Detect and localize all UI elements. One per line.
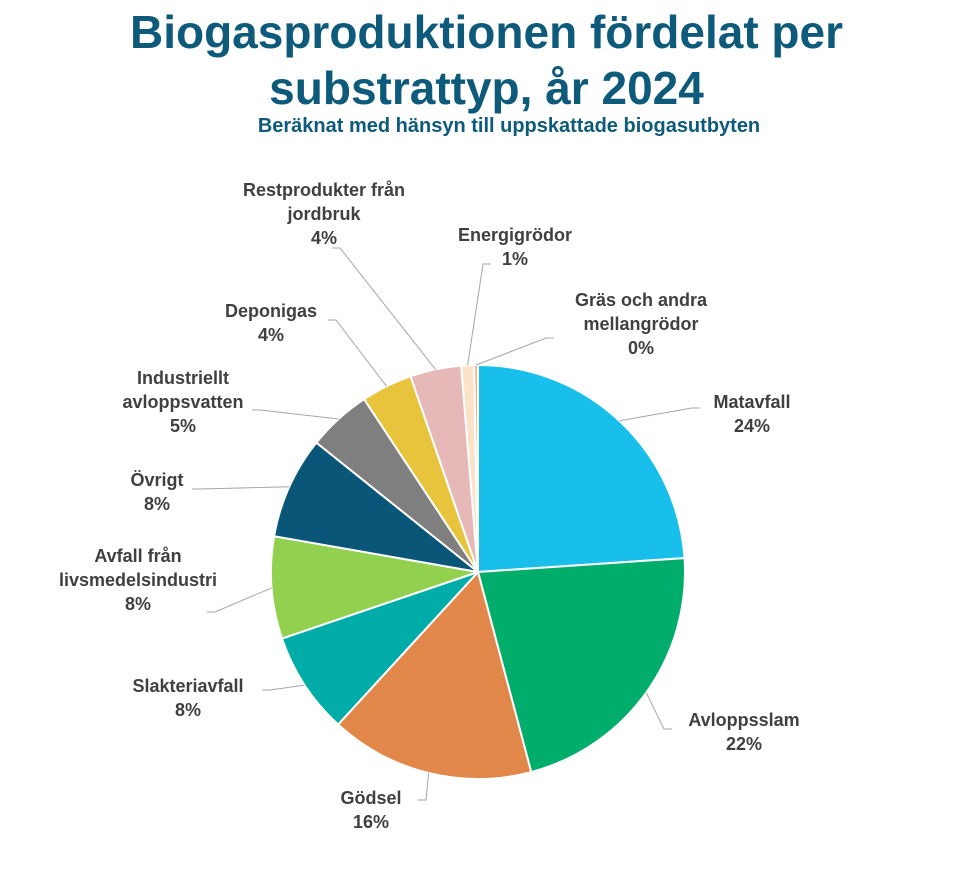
leader-line-4 bbox=[207, 587, 272, 613]
slice-name-8-0: Restprodukter från bbox=[242, 180, 406, 200]
slice-percent-3: 8% bbox=[174, 700, 202, 720]
slice-label-3: Slakteriavfall 8% bbox=[132, 674, 243, 722]
slice-name-10-1: mellangrödor bbox=[583, 314, 699, 334]
slice-name-2-0: Gödsel bbox=[340, 788, 402, 808]
slice-label-6: Industriellt avloppsvatten 5% bbox=[122, 366, 243, 438]
pie-slice-4 bbox=[270, 535, 479, 640]
slice-percent-9: 1% bbox=[501, 249, 529, 269]
slice-label-4: Avfall från livsmedelsindustri 8% bbox=[59, 544, 217, 616]
slice-percent-10: 0% bbox=[627, 338, 655, 358]
leader-line-6 bbox=[252, 409, 339, 420]
pie-slice-0 bbox=[477, 363, 686, 574]
chart-subtitle: Beräknat med hänsyn till uppskattade bio… bbox=[257, 115, 761, 137]
slice-percent-6: 5% bbox=[169, 416, 197, 436]
slice-name-5-0: Övrigt bbox=[130, 470, 184, 490]
pie-slice-1 bbox=[476, 557, 686, 774]
slice-percent-2: 16% bbox=[352, 812, 390, 832]
leader-line-3 bbox=[262, 684, 305, 691]
slice-name-6-1: avloppsvatten bbox=[122, 392, 244, 412]
slice-percent-5: 8% bbox=[143, 494, 171, 514]
slice-name-9-0: Energigrödor bbox=[457, 225, 573, 245]
slice-name-10-0: Gräs och andra bbox=[574, 290, 708, 310]
leader-line-8 bbox=[332, 247, 436, 370]
slice-name-6-0: Industriellt bbox=[136, 368, 230, 388]
slice-name-7-0: Deponigas bbox=[224, 301, 318, 321]
slice-label-5: Övrigt 8% bbox=[130, 468, 183, 516]
slice-name-4-0: Avfall från bbox=[94, 546, 182, 566]
slice-percent-4: 8% bbox=[124, 594, 151, 614]
leader-line-0 bbox=[619, 407, 700, 422]
slice-name-0-0: Matavfall bbox=[713, 392, 791, 412]
slice-label-2: Gödsel 16% bbox=[340, 786, 401, 834]
slice-name-1-0: Avloppsslam bbox=[688, 710, 800, 730]
leader-line-7 bbox=[328, 319, 387, 387]
slice-percent-0: 24% bbox=[733, 416, 771, 436]
slice-percent-1: 22% bbox=[725, 734, 763, 754]
leader-line-1 bbox=[645, 692, 672, 730]
slice-percent-8: 4% bbox=[310, 228, 337, 248]
chart-title: Biogasproduktionen fördelat per substrat… bbox=[0, 4, 973, 116]
slice-percent-7: 4% bbox=[257, 325, 285, 345]
leader-line-2 bbox=[418, 772, 430, 801]
slice-name-8-1: jordbruk bbox=[287, 204, 361, 224]
pie-slice-5 bbox=[272, 441, 479, 573]
leader-line-10 bbox=[475, 337, 554, 366]
leader-line-5 bbox=[192, 486, 290, 490]
slice-label-1: Avloppsslam 22% bbox=[688, 708, 799, 756]
chart-title-line-2: substrattyp, år 2024 bbox=[269, 62, 704, 114]
slice-label-9: Energigrödor 1% bbox=[458, 223, 572, 271]
slice-name-3-0: Slakteriavfall bbox=[132, 676, 244, 696]
slice-label-0: Matavfall 24% bbox=[713, 390, 790, 438]
pie-slice-3 bbox=[280, 571, 479, 726]
pie-slice-10 bbox=[473, 363, 479, 573]
leader-line-9 bbox=[467, 263, 491, 366]
slice-label-10: Gräs och andra mellangrödor 0% bbox=[575, 288, 707, 360]
slice-label-7: Deponigas 4% bbox=[225, 299, 317, 347]
slice-name-4-1: livsmedelsindustri bbox=[58, 570, 218, 590]
slice-label-8: Restprodukter från jordbruk 4% bbox=[243, 178, 405, 250]
chart-title-line-1: Biogasproduktionen fördelat per bbox=[129, 6, 844, 58]
